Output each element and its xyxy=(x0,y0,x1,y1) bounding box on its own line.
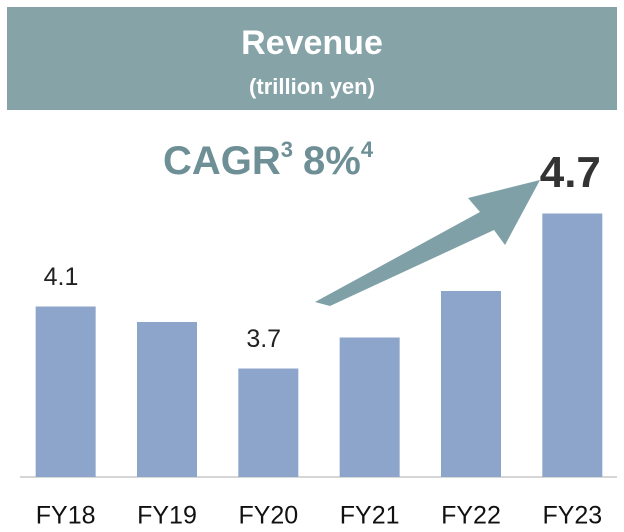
x-tick-label: FY20 xyxy=(238,502,298,530)
annotation-value: 8% xyxy=(303,139,361,183)
annotation-label-note: 3 xyxy=(281,137,293,162)
annotation-label: CAGR xyxy=(163,139,281,183)
bar xyxy=(137,322,197,477)
bar xyxy=(542,213,603,477)
bar xyxy=(35,306,96,477)
chart-title: Revenue xyxy=(241,24,383,62)
value-label: 3.7 xyxy=(246,325,281,353)
header-band xyxy=(7,7,617,110)
bar xyxy=(339,337,400,477)
x-tick-label: FY19 xyxy=(137,502,197,530)
x-tick-label: FY18 xyxy=(36,502,96,530)
annotation-value-note: 4 xyxy=(361,137,374,162)
value-label: 4.7 xyxy=(540,148,601,197)
bar xyxy=(238,368,299,477)
value-label: 4.1 xyxy=(44,263,79,291)
bar xyxy=(441,291,501,477)
x-tick-label: FY21 xyxy=(340,502,400,530)
annotation: CAGR3 8%4 xyxy=(163,137,374,183)
chart-subtitle: (trillion yen) xyxy=(249,74,375,99)
x-tick-label: FY23 xyxy=(542,502,602,530)
x-tick-label: FY22 xyxy=(441,502,501,530)
growth-arrow xyxy=(315,180,540,306)
